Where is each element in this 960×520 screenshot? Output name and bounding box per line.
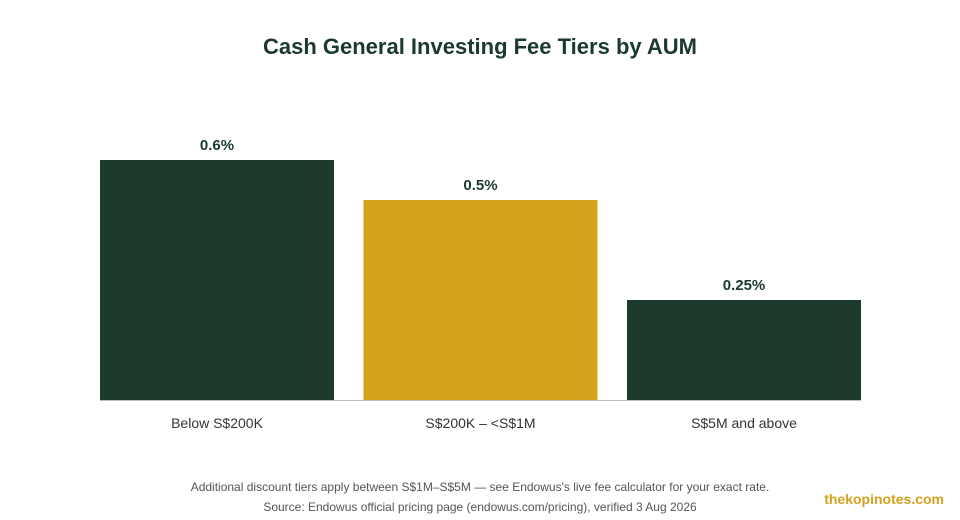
source-note: Source: Endowus official pricing page (e… [263,500,697,514]
x-tick-label: S$5M and above [691,415,797,431]
bar [363,200,598,400]
bar [627,300,861,400]
x-tick-label: S$200K – <S$1M [425,415,535,431]
chart-title: Cash General Investing Fee Tiers by AUM [262,34,698,59]
brand-watermark: thekopinotes.com [824,491,944,507]
bar [100,160,334,400]
bar-chart: 0.6% Below S$200K 0.5% S$200K – <S$1M 0.25% S… [100,137,861,431]
data-label: 0.25% [723,277,766,294]
footnote: Additional discount tiers apply between … [190,480,770,494]
data-label: 0.6% [200,137,234,154]
data-label: 0.5% [463,177,497,194]
x-tick-label: Below S$200K [171,415,264,431]
